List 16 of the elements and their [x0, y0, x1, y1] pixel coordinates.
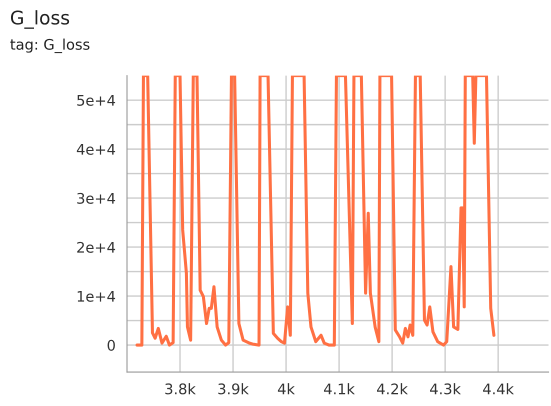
y-tick-label: 5e+4	[77, 95, 116, 106]
y-tick-label: 1e+4	[78, 290, 116, 302]
chart-subtitle: tag: G_loss	[10, 38, 90, 54]
x-tick-label: 3.9k	[218, 383, 249, 394]
y-tick-label: 3e+4	[77, 192, 116, 204]
y-tick-label: 4e+4	[76, 144, 116, 155]
y-tick-label: 2e+4	[77, 242, 116, 253]
x-tick-label: 4.4k	[483, 383, 514, 394]
line-series	[136, 76, 496, 347]
x-tick-label: 3.8k	[165, 383, 196, 394]
x-tick-label: 4.1k	[324, 383, 355, 394]
chart-title: G_loss	[10, 10, 70, 29]
x-tick-label: 4.2k	[377, 383, 408, 394]
x-tick-label: 4.3k	[430, 383, 461, 394]
y-tick-label: 0	[108, 340, 115, 351]
x-tick-label: 4k	[278, 383, 295, 394]
